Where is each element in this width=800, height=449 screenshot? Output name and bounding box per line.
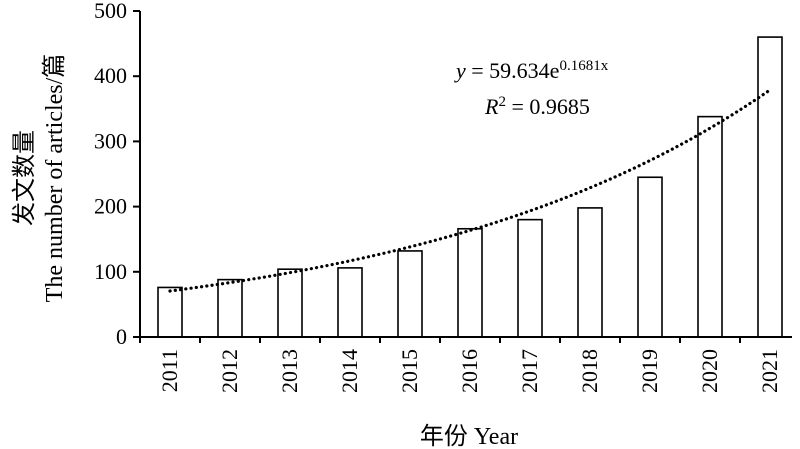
x-tick-label: 2015 bbox=[397, 349, 422, 393]
bar-2016 bbox=[457, 227, 483, 338]
trendline-equation: y = 59.634e0.1681x bbox=[454, 58, 609, 83]
bar-2021 bbox=[757, 36, 783, 338]
x-tick-label: 2014 bbox=[337, 349, 362, 393]
exponential-trendline bbox=[168, 88, 772, 293]
y-tick-label: 0 bbox=[116, 324, 127, 349]
bar-2015 bbox=[397, 250, 423, 338]
x-tick-label: 2011 bbox=[157, 349, 182, 392]
trendline-equation-exponent: 0.1681x bbox=[559, 58, 608, 74]
x-axis-ticks: 2011 2012 2013 2014 2015 2016 2017 2018 2019 2020… bbox=[139, 337, 782, 393]
bar-2013 bbox=[277, 268, 303, 338]
y-tick-label: 400 bbox=[94, 63, 127, 88]
x-tick-label: 2016 bbox=[457, 349, 482, 393]
bar-2020 bbox=[697, 115, 723, 338]
bar-2019 bbox=[637, 176, 663, 338]
bar-2018 bbox=[577, 207, 603, 338]
x-tick-label: 2013 bbox=[277, 349, 302, 393]
bar-2017 bbox=[517, 218, 543, 338]
x-axis-title: 年份 Year bbox=[420, 423, 518, 449]
bar-2012 bbox=[217, 278, 243, 338]
bar-2011 bbox=[157, 286, 183, 338]
x-tick-label: 2018 bbox=[577, 349, 602, 393]
y-axis-title-cn: 发文数量 bbox=[11, 130, 38, 226]
y-tick-label: 100 bbox=[94, 259, 127, 284]
x-tick-label: 2019 bbox=[637, 349, 662, 393]
bar-2014 bbox=[337, 267, 363, 338]
y-tick-label: 200 bbox=[94, 194, 127, 219]
y-tick-label: 300 bbox=[94, 128, 127, 153]
x-tick-label: 2017 bbox=[517, 349, 542, 393]
x-tick-label: 2020 bbox=[697, 349, 722, 393]
x-tick-label: 2012 bbox=[217, 349, 242, 393]
x-tick-label: 2021 bbox=[757, 349, 782, 393]
y-axis-title-en: The number of articles/篇 bbox=[41, 54, 68, 303]
y-tick-label: 500 bbox=[94, 0, 127, 23]
y-axis-ticks: 0 100 200 300 400 500 bbox=[94, 0, 140, 349]
trendline-r-squared: R2 = 0.9685 bbox=[484, 94, 590, 119]
